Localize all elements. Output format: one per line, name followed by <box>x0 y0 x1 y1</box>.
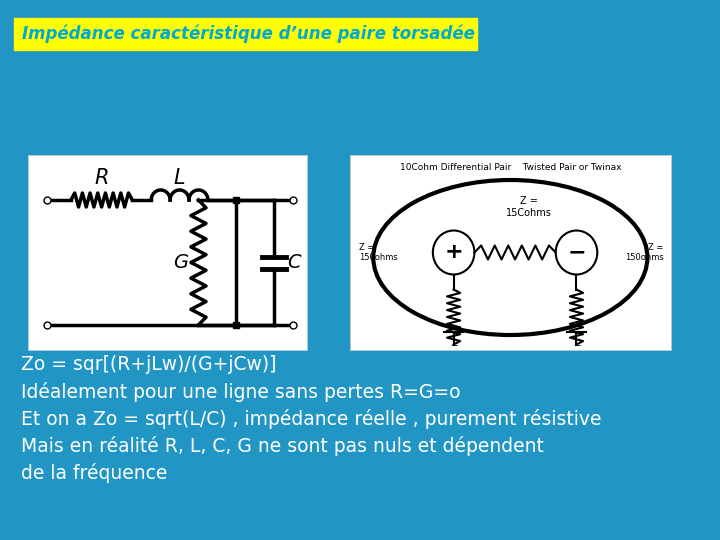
FancyBboxPatch shape <box>14 18 477 50</box>
Text: Mais en réalité R, L, C, G ne sont pas nuls et dépendent: Mais en réalité R, L, C, G ne sont pas n… <box>21 436 544 456</box>
Text: $L$: $L$ <box>174 168 186 188</box>
Text: Et on a Zo = sqrt(L/C) , impédance réelle , purement résistive: Et on a Zo = sqrt(L/C) , impédance réell… <box>21 409 601 429</box>
Text: Z =
15Cohms: Z = 15Cohms <box>506 196 552 218</box>
Text: Zo = sqr[(R+jLw)/(G+jCw)]: Zo = sqr[(R+jLw)/(G+jCw)] <box>21 355 276 374</box>
Text: de la fréquence: de la fréquence <box>21 463 167 483</box>
Text: _: _ <box>574 336 580 346</box>
Text: _: _ <box>451 336 456 346</box>
Text: $R$: $R$ <box>94 168 109 188</box>
Text: −: − <box>567 242 586 262</box>
FancyBboxPatch shape <box>350 155 671 350</box>
Text: Impédance caractéristique d’une paire torsadée: Impédance caractéristique d’une paire to… <box>22 25 474 43</box>
Text: $G$: $G$ <box>174 253 189 272</box>
Text: Z =
150ohms: Z = 150ohms <box>625 243 663 262</box>
FancyBboxPatch shape <box>28 155 307 350</box>
Text: $C$: $C$ <box>287 253 302 272</box>
Text: 10Cohm Differential Pair    Twisted Pair or Twinax: 10Cohm Differential Pair Twisted Pair or… <box>400 163 621 172</box>
Text: +: + <box>444 242 463 262</box>
Text: Idéalement pour une ligne sans pertes R=G=o: Idéalement pour une ligne sans pertes R=… <box>21 382 460 402</box>
Text: Z =
150ohms: Z = 150ohms <box>359 243 398 262</box>
